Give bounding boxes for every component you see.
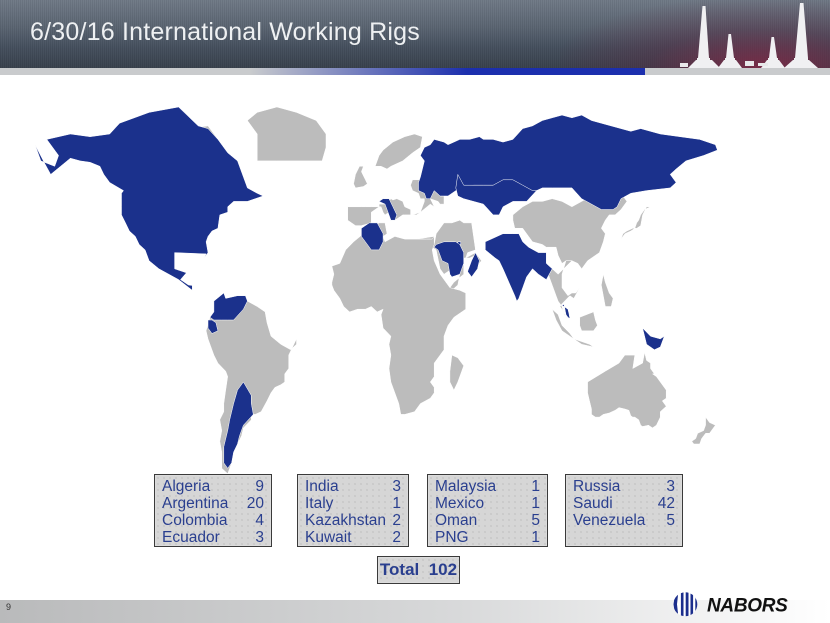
svg-text:NABORS: NABORS: [707, 596, 788, 617]
